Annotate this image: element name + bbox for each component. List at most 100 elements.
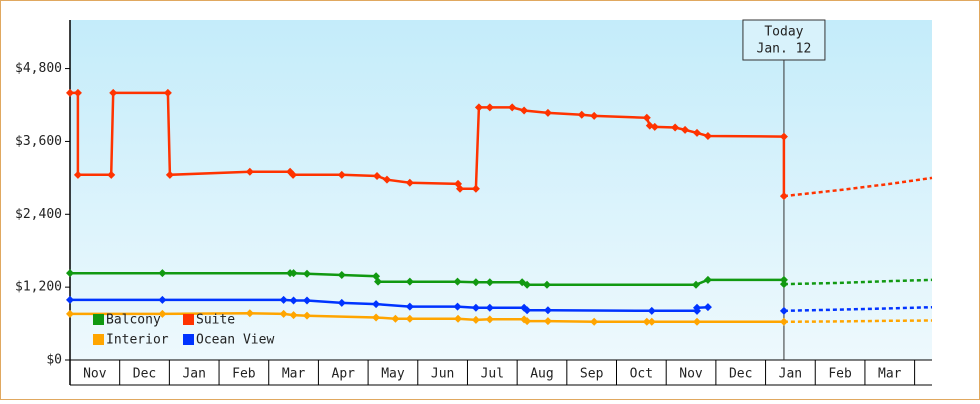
point	[485, 303, 494, 312]
point	[471, 315, 480, 324]
point	[158, 295, 167, 304]
x-tick-label: Jan	[182, 367, 205, 382]
point	[523, 280, 532, 289]
point	[382, 175, 391, 184]
point	[245, 167, 254, 176]
point	[485, 103, 494, 112]
x-tick-label: Jan	[779, 367, 802, 382]
point	[692, 128, 701, 137]
point	[456, 184, 465, 193]
x-tick-label: Aug	[530, 367, 553, 382]
point	[471, 278, 480, 287]
y-tick-label: $2,400	[15, 207, 62, 222]
legend-swatch	[183, 314, 194, 325]
x-axis-band	[70, 360, 932, 385]
point	[66, 269, 74, 278]
x-tick-label: May	[381, 367, 405, 382]
point	[454, 314, 463, 323]
point	[391, 314, 400, 323]
point	[73, 170, 82, 179]
point	[405, 277, 414, 286]
point	[66, 309, 74, 318]
legend-swatch	[93, 334, 104, 345]
point	[647, 306, 656, 315]
point	[779, 317, 788, 326]
point	[73, 88, 82, 97]
point	[279, 295, 288, 304]
point	[158, 309, 167, 318]
point	[372, 300, 381, 309]
point	[453, 277, 462, 286]
point	[372, 313, 381, 322]
x-tick-label: Nov	[679, 367, 703, 382]
today-box	[742, 19, 826, 61]
point	[453, 302, 462, 311]
point	[302, 296, 311, 305]
y-tick-label: $4,800	[15, 61, 62, 76]
y-tick-label: $1,200	[15, 280, 62, 295]
point	[245, 309, 254, 318]
point	[590, 111, 599, 120]
forecast-line	[783, 305, 933, 313]
x-tick-label: Feb	[232, 367, 256, 382]
point	[337, 170, 346, 179]
point	[405, 302, 414, 311]
x-tick-label: Apr	[332, 367, 356, 382]
point	[703, 131, 712, 140]
point	[337, 271, 346, 279]
point	[590, 317, 599, 326]
point	[485, 315, 494, 324]
point	[671, 123, 680, 132]
point	[543, 317, 552, 326]
today-date: Jan. 12	[757, 42, 812, 57]
legend-label: Interior	[106, 333, 169, 348]
point	[163, 88, 172, 97]
point	[289, 170, 298, 179]
point	[66, 295, 74, 304]
point	[405, 314, 414, 323]
x-tick-label: Dec	[133, 367, 156, 382]
point	[692, 317, 701, 326]
point	[374, 277, 383, 286]
point	[681, 125, 690, 134]
forecast-line	[783, 319, 933, 324]
x-tick-label: Sep	[580, 367, 604, 382]
point	[542, 280, 551, 289]
point	[373, 172, 382, 181]
point	[779, 275, 788, 284]
legend-label: Suite	[196, 313, 235, 328]
point	[109, 88, 118, 97]
x-tick-label: Jun	[431, 367, 454, 382]
legend-label: Balcony	[106, 313, 161, 328]
point	[779, 192, 788, 201]
legend-swatch	[183, 334, 194, 345]
point	[703, 303, 712, 312]
point	[474, 103, 483, 112]
point	[642, 317, 651, 326]
point	[703, 275, 712, 284]
point	[337, 298, 346, 307]
point	[520, 106, 529, 115]
legend-swatch	[93, 314, 104, 325]
point	[471, 184, 480, 193]
x-tick-label: Mar	[282, 367, 306, 382]
point	[779, 306, 788, 315]
point	[650, 122, 659, 131]
point	[692, 280, 701, 289]
forecast-line	[783, 278, 933, 286]
point	[543, 108, 552, 117]
x-tick-label: Jul	[481, 367, 504, 382]
point	[107, 170, 116, 179]
point	[692, 303, 701, 312]
point	[289, 269, 298, 278]
point	[405, 178, 414, 187]
point	[779, 132, 788, 141]
point	[302, 269, 311, 278]
point	[779, 280, 788, 289]
point	[66, 88, 74, 97]
point	[302, 311, 311, 320]
legend-label: Ocean View	[196, 333, 274, 348]
today-title: Today	[764, 25, 803, 40]
point	[577, 110, 586, 119]
